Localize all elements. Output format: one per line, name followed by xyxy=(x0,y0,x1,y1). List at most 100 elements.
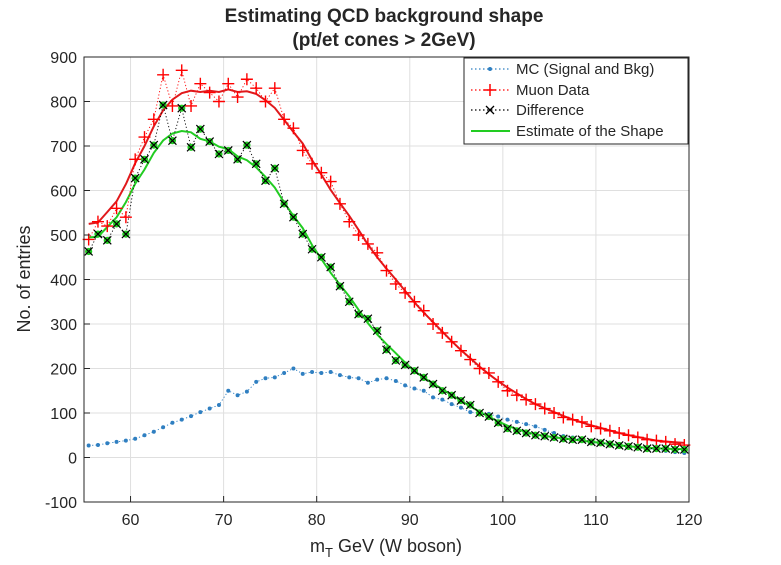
mc-point xyxy=(170,420,175,425)
mc-point xyxy=(458,405,463,410)
difference-dotted-line xyxy=(88,104,685,450)
difference-point xyxy=(112,219,122,229)
legend-marker-mc xyxy=(488,67,492,71)
mc-point xyxy=(449,402,454,407)
mc-point xyxy=(300,371,305,376)
difference-point xyxy=(530,430,540,440)
legend-label-difference: Difference xyxy=(516,102,584,119)
difference-point xyxy=(195,124,205,134)
difference-point xyxy=(540,431,550,441)
mc-point xyxy=(244,389,249,394)
difference-point xyxy=(167,136,177,146)
y-tick-label: 300 xyxy=(50,317,77,334)
muon-data-point xyxy=(231,91,244,104)
difference-point xyxy=(251,159,261,169)
legend-box xyxy=(463,57,689,145)
muon-data-point xyxy=(538,402,551,415)
mc-point xyxy=(105,441,110,446)
difference-point xyxy=(298,229,308,239)
muon-data-point xyxy=(222,77,235,90)
mc-point xyxy=(86,443,91,448)
muon-data-point xyxy=(185,99,198,112)
mc-point xyxy=(542,427,547,432)
mc-point xyxy=(375,377,380,382)
mc-point xyxy=(310,370,315,375)
x-tick-label: 80 xyxy=(308,512,326,529)
difference-point xyxy=(186,142,196,152)
difference-point xyxy=(307,244,317,254)
legend-marker-difference xyxy=(485,105,495,115)
muon-data-point xyxy=(492,375,505,388)
difference-point xyxy=(624,441,633,451)
difference-point xyxy=(633,442,643,452)
mc-point xyxy=(282,370,287,375)
legend-item-mc: MC (Signal and Bkg) xyxy=(471,61,654,78)
difference-point xyxy=(270,163,280,173)
x-axis-label-sub: T xyxy=(325,545,333,560)
difference-point xyxy=(344,297,354,307)
difference-point xyxy=(130,173,140,183)
mc-point xyxy=(151,429,156,434)
mc-point xyxy=(198,410,203,415)
difference-point xyxy=(437,386,447,396)
muon-data-point xyxy=(129,153,142,166)
legend-label-estimate: Estimate of the Shape xyxy=(516,123,664,140)
mc-point xyxy=(272,375,277,380)
difference-point xyxy=(605,439,615,449)
difference-point xyxy=(177,103,187,113)
difference-point xyxy=(503,424,512,433)
y-tick-label: 900 xyxy=(50,50,77,67)
series-layer xyxy=(82,64,691,456)
chart-title-line1: Estimating QCD background shape xyxy=(225,6,544,27)
difference-point xyxy=(642,444,652,454)
difference-point xyxy=(456,396,466,405)
mc-point xyxy=(403,383,408,388)
chart-title-line2: (pt/et cones > 2GeV) xyxy=(292,30,475,51)
muon-data-point xyxy=(454,344,467,357)
x-tick-label: 60 xyxy=(122,512,140,529)
y-tick-label: 100 xyxy=(50,406,77,423)
muon-data-point xyxy=(306,157,319,170)
difference-point xyxy=(140,154,149,164)
difference-point xyxy=(335,281,345,291)
difference-point xyxy=(400,360,410,370)
difference-point xyxy=(84,247,94,256)
muon-data-point xyxy=(101,220,114,233)
difference-point xyxy=(288,212,298,222)
muon-data-point xyxy=(333,197,346,210)
legend-item-estimate: Estimate of the Shape xyxy=(471,123,664,140)
mc-point xyxy=(216,402,221,407)
muon-data-point xyxy=(575,415,588,428)
difference-point xyxy=(586,437,596,447)
mc-point xyxy=(161,425,166,430)
muon-data-point xyxy=(566,413,579,426)
mc-point xyxy=(440,397,445,402)
mc-point xyxy=(384,376,389,381)
muon-data-point xyxy=(157,68,170,81)
muon-data-point xyxy=(166,99,179,112)
muon-data-point xyxy=(371,246,384,259)
mc-point xyxy=(263,376,268,381)
muon-data-point xyxy=(259,95,272,108)
muon-data-point xyxy=(194,77,207,90)
muon-data-point xyxy=(315,166,328,179)
muon-data-point xyxy=(445,335,458,348)
legend-marker-muon xyxy=(484,84,496,96)
difference-point xyxy=(493,418,503,428)
mc-point xyxy=(207,406,212,411)
x-axis-label-main: m xyxy=(310,536,325,556)
x-axis-label-rest: GeV (W boson) xyxy=(333,536,462,556)
muon-data-point xyxy=(501,384,514,397)
muon-data-point xyxy=(352,229,365,241)
muon-data-point xyxy=(510,389,523,402)
difference-point xyxy=(596,438,606,448)
muon-data-point xyxy=(622,429,635,442)
difference-point xyxy=(214,149,224,159)
muon-data-point xyxy=(203,86,216,99)
x-tick-label: 120 xyxy=(676,512,703,529)
muon-data-point xyxy=(138,131,151,144)
legend-label-mc: MC (Signal and Bkg) xyxy=(516,61,654,78)
difference-point xyxy=(521,428,531,438)
muon-data-point xyxy=(240,73,253,86)
